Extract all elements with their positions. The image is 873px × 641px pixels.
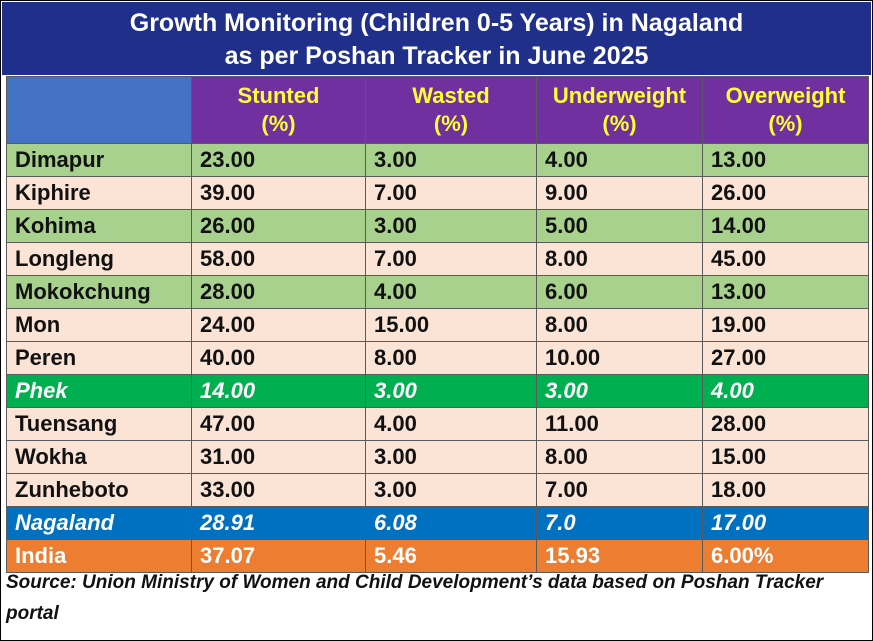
header-cell: Stunted (%) (191, 76, 366, 144)
table-row: Peren 40.00 8.00 10.00 27.00 (6, 341, 869, 375)
district-cell: Kiphire (6, 176, 192, 210)
district-cell: Peren (6, 341, 192, 375)
value-cell: 23.00 (191, 143, 366, 177)
header-unit: (%) (768, 111, 803, 136)
value-cell: 8.00 (536, 242, 703, 276)
value-cell: 47.00 (191, 407, 366, 441)
value-cell: 6.08 (365, 506, 537, 540)
value-cell: 6.00% (702, 539, 869, 573)
value-cell: 24.00 (191, 308, 366, 342)
title-line-1: Growth Monitoring (Children 0-5 Years) i… (129, 9, 744, 37)
value-cell: 15.00 (702, 440, 869, 474)
header-cell: Underweight (%) (536, 76, 703, 144)
value-cell: 4.00 (365, 407, 537, 441)
value-cell: 5.46 (365, 539, 537, 573)
district-cell: Nagaland (6, 506, 192, 540)
table-row: Mokokchung 28.00 4.00 6.00 13.00 (6, 275, 869, 309)
value-cell: 4.00 (536, 143, 703, 177)
table-row: Zunheboto 33.00 3.00 7.00 18.00 (6, 473, 869, 507)
value-cell: 19.00 (702, 308, 869, 342)
table-row: Nagaland 28.91 6.08 7.0 17.00 (6, 506, 869, 540)
header-cell: Overweight (%) (702, 76, 869, 144)
value-cell: 10.00 (536, 341, 703, 375)
value-cell: 14.00 (191, 374, 366, 408)
value-cell: 15.93 (536, 539, 703, 573)
value-cell: 3.00 (365, 143, 537, 177)
value-cell: 40.00 (191, 341, 366, 375)
table-body: Dimapur 23.00 3.00 4.00 13.00 Kiphire 39.00 7.0… (6, 143, 869, 573)
header-name: Overweight (725, 83, 846, 108)
header-row: Stunted (%) Wasted (%) Underweight (%) O… (6, 76, 869, 144)
district-cell: Phek (6, 374, 192, 408)
value-cell: 31.00 (191, 440, 366, 474)
value-cell: 7.00 (365, 242, 537, 276)
growth-table: Stunted (%) Wasted (%) Underweight (%) O… (6, 76, 869, 573)
value-cell: 58.00 (191, 242, 366, 276)
title-line-2: as per Poshan Tracker in June 2025 (224, 42, 649, 70)
table-row: Tuensang 47.00 4.00 11.00 28.00 (6, 407, 869, 441)
district-cell: India (6, 539, 192, 573)
table-row: Kohima 26.00 3.00 5.00 14.00 (6, 209, 869, 243)
district-cell: Mokokchung (6, 275, 192, 309)
district-cell: Tuensang (6, 407, 192, 441)
header-corner-cell (6, 76, 192, 144)
value-cell: 28.00 (191, 275, 366, 309)
value-cell: 3.00 (365, 209, 537, 243)
header-unit: (%) (261, 111, 296, 136)
district-cell: Dimapur (6, 143, 192, 177)
district-cell: Mon (6, 308, 192, 342)
value-cell: 28.00 (702, 407, 869, 441)
table-row: Phek 14.00 3.00 3.00 4.00 (6, 374, 869, 408)
value-cell: 5.00 (536, 209, 703, 243)
value-cell: 17.00 (702, 506, 869, 540)
header-unit: (%) (433, 111, 469, 136)
value-cell: 3.00 (536, 374, 703, 408)
district-cell: Wokha (6, 440, 192, 474)
value-cell: 28.91 (191, 506, 366, 540)
value-cell: 39.00 (191, 176, 366, 210)
value-cell: 7.00 (536, 473, 703, 507)
district-cell: Kohima (6, 209, 192, 243)
table-row: Kiphire 39.00 7.00 9.00 26.00 (6, 176, 869, 210)
title-banner: Growth Monitoring (Children 0-5 Years) i… (2, 2, 871, 75)
value-cell: 4.00 (702, 374, 869, 408)
value-cell: 8.00 (536, 440, 703, 474)
value-cell: 6.00 (536, 275, 703, 309)
value-cell: 8.00 (536, 308, 703, 342)
value-cell: 26.00 (191, 209, 366, 243)
value-cell: 45.00 (702, 242, 869, 276)
value-cell: 4.00 (365, 275, 537, 309)
header-name: Underweight (552, 83, 687, 108)
table-row: Mon 24.00 15.00 8.00 19.00 (6, 308, 869, 342)
value-cell: 18.00 (702, 473, 869, 507)
value-cell: 13.00 (702, 143, 869, 177)
table-row: Wokha 31.00 3.00 8.00 15.00 (6, 440, 869, 474)
value-cell: 11.00 (536, 407, 703, 441)
table-row: Dimapur 23.00 3.00 4.00 13.00 (6, 143, 869, 177)
value-cell: 3.00 (365, 374, 537, 408)
header-cell: Wasted (%) (365, 76, 537, 144)
header-name: Stunted (237, 83, 320, 108)
value-cell: 15.00 (365, 308, 537, 342)
value-cell: 13.00 (702, 275, 869, 309)
value-cell: 9.00 (536, 176, 703, 210)
table-row: Longleng 58.00 7.00 8.00 45.00 (6, 242, 869, 276)
table-row: India 37.07 5.46 15.93 6.00% (6, 539, 869, 573)
header-name: Wasted (412, 83, 490, 108)
value-cell: 14.00 (702, 209, 869, 243)
value-cell: 33.00 (191, 473, 366, 507)
source-note: Source: Union Ministry of Women and Chil… (6, 572, 824, 624)
district-cell: Zunheboto (6, 473, 192, 507)
header-unit: (%) (602, 111, 637, 136)
district-cell: Longleng (6, 242, 192, 276)
value-cell: 3.00 (365, 473, 537, 507)
value-cell: 7.00 (365, 176, 537, 210)
value-cell: 8.00 (365, 341, 537, 375)
value-cell: 26.00 (702, 176, 869, 210)
value-cell: 3.00 (365, 440, 537, 474)
value-cell: 27.00 (702, 341, 869, 375)
value-cell: 7.0 (536, 506, 703, 540)
